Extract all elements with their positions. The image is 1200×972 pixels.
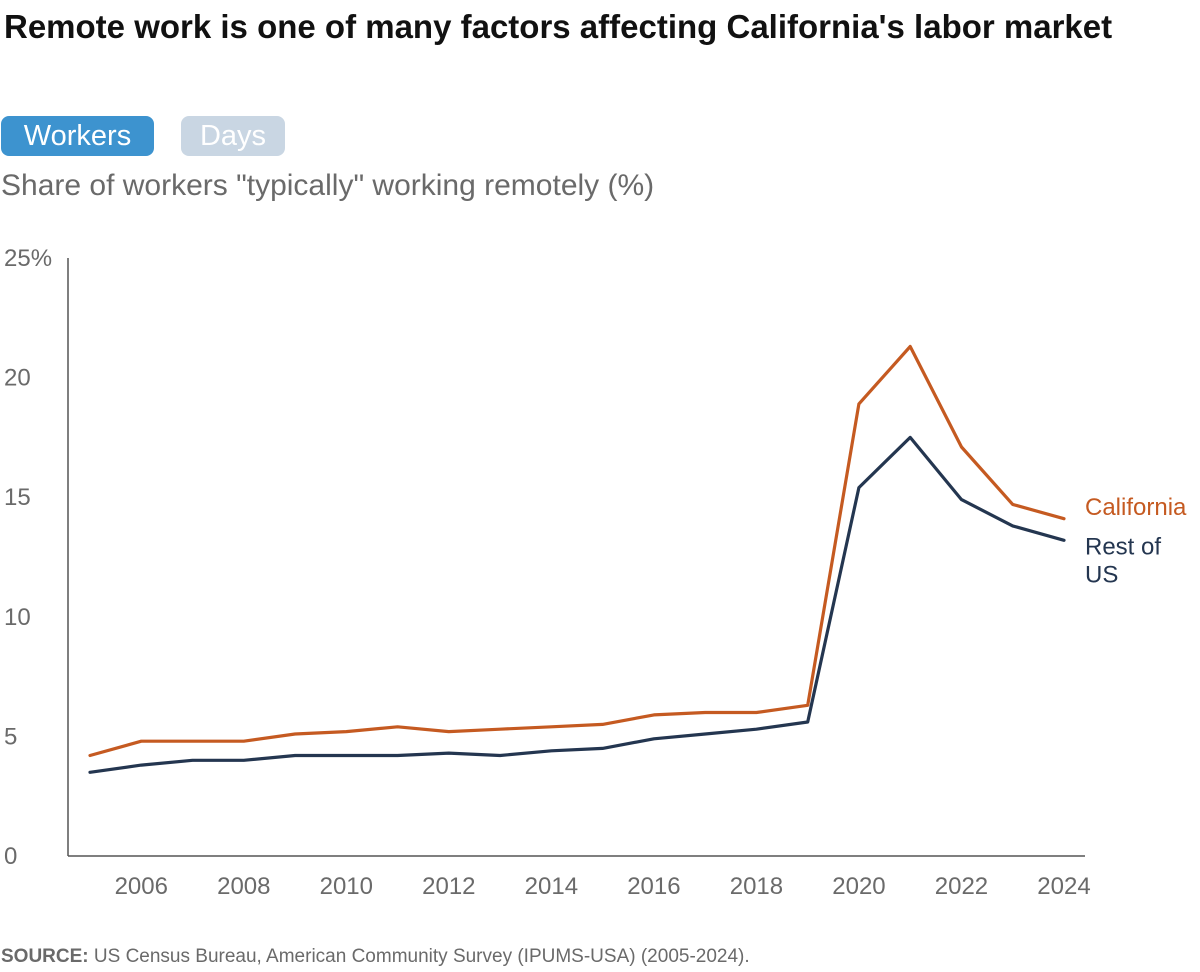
days-toggle-button[interactable]: Days bbox=[181, 116, 285, 156]
line-chart: 0 5 10 15 20 25% 2006 2008 2010 2012 2014 2016 2018 2… bbox=[4, 245, 1187, 900]
chart-subtitle: Share of workers "typically" working rem… bbox=[1, 169, 655, 202]
x-tick-label: 2018 bbox=[730, 873, 783, 900]
source-label: SOURCE: bbox=[1, 946, 89, 967]
x-tick-label: 2008 bbox=[217, 873, 270, 900]
series-label-california: California bbox=[1085, 494, 1187, 521]
source-note: SOURCE: US Census Bureau, American Commu… bbox=[1, 944, 750, 970]
chart-title: Remote work is one of many factors affec… bbox=[4, 8, 1113, 45]
y-tick-label: 15 bbox=[4, 484, 31, 511]
series-line-rest-of-us bbox=[88, 435, 1066, 774]
x-tick-label: 2022 bbox=[935, 873, 988, 900]
x-tick-label: 2016 bbox=[627, 873, 680, 900]
x-tick-label: 2014 bbox=[525, 873, 578, 900]
source-text: US Census Bureau, American Community Sur… bbox=[93, 946, 750, 967]
series-line-california bbox=[88, 344, 1066, 758]
x-tick-label: 2006 bbox=[115, 873, 168, 900]
y-tick-label: 0 bbox=[4, 843, 17, 870]
series-label-rest-of-us: Rest of US bbox=[1085, 534, 1161, 589]
workers-toggle-button[interactable]: Workers bbox=[1, 116, 154, 156]
x-tick-label: 2024 bbox=[1037, 873, 1090, 900]
x-tick-label: 2012 bbox=[422, 873, 475, 900]
y-tick-label: 25% bbox=[4, 245, 52, 272]
x-tick-label: 2020 bbox=[832, 873, 885, 900]
x-tick-label: 2010 bbox=[320, 873, 373, 900]
y-tick-label: 10 bbox=[4, 604, 31, 631]
y-tick-label: 5 bbox=[4, 723, 17, 750]
y-tick-label: 20 bbox=[4, 365, 31, 392]
